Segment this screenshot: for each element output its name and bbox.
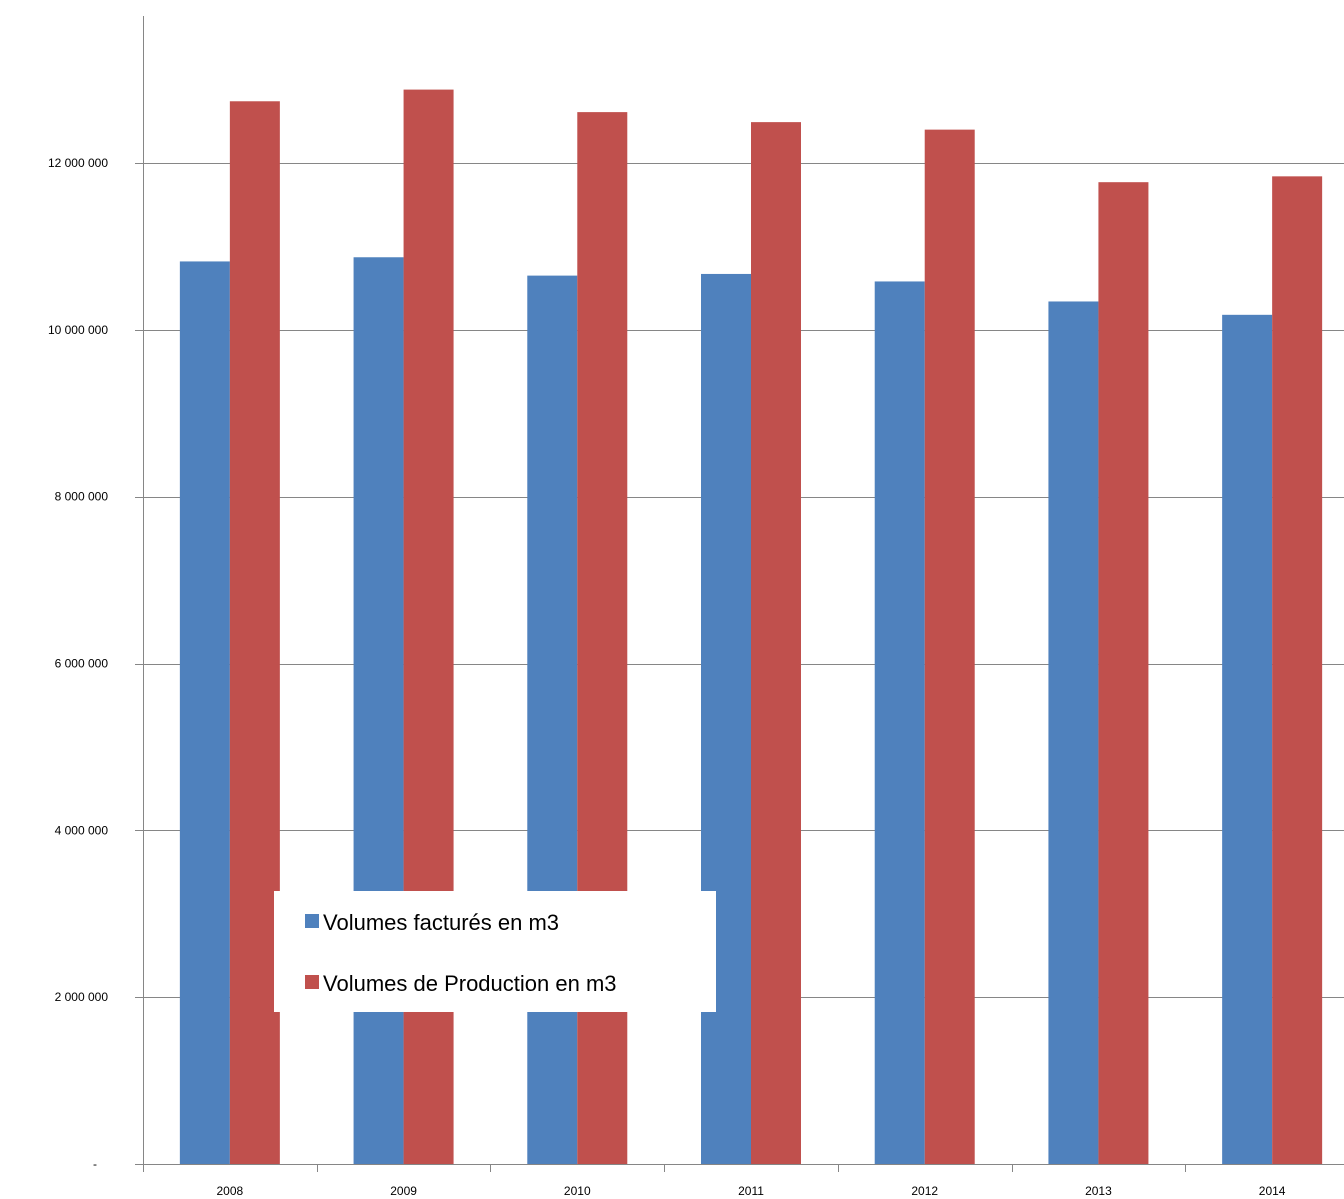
x-tick-label-2009: 2009 — [390, 1184, 417, 1198]
x-tick-label-2008: 2008 — [217, 1184, 244, 1198]
x-tick-label-2012: 2012 — [911, 1184, 938, 1198]
y-tick-label-1: 2 000 000 — [55, 990, 109, 1004]
x-tick-labels: 2008 2009 2010 2011 2012 2013 2014 — [217, 1184, 1286, 1198]
y-tick-label-0: - — [93, 1157, 97, 1171]
x-tick-label-2013: 2013 — [1085, 1184, 1112, 1198]
legend: Volumes facturés en m3 Volumes de Produc… — [274, 891, 716, 1012]
axes — [135, 16, 1344, 1172]
bar-facture-2010 — [527, 275, 578, 1164]
bar-facture-2014 — [1222, 314, 1273, 1164]
bar-production-2008 — [229, 101, 280, 1164]
legend-swatch-facture — [305, 914, 319, 928]
bar-production-2011 — [751, 122, 801, 1164]
bar-facture-2012 — [874, 281, 925, 1164]
legend-swatch-production — [305, 975, 319, 989]
y-tick-label-4: 8 000 000 — [55, 490, 109, 504]
bar-facture-2009 — [353, 257, 404, 1164]
y-tick-label-6: 12 000 000 — [48, 156, 108, 170]
legend-box — [274, 891, 716, 1012]
legend-label-production: Volumes de Production en m3 — [323, 971, 617, 996]
bar-production-2014 — [1272, 176, 1323, 1164]
bar-production-2012 — [924, 129, 975, 1165]
x-tick-label-2010: 2010 — [564, 1184, 591, 1198]
y-tick-label-5: 10 000 000 — [48, 323, 108, 337]
bar-facture-2013 — [1048, 301, 1099, 1164]
y-tick-labels: - 2 000 000 4 000 000 6 000 000 8 000 000 10 … — [48, 156, 108, 1171]
x-tick-label-2014: 2014 — [1259, 1184, 1286, 1198]
bar-facture-2008 — [179, 261, 230, 1165]
bar-production-2013 — [1098, 182, 1149, 1164]
y-tick-label-3: 6 000 000 — [55, 657, 109, 671]
legend-label-facture: Volumes facturés en m3 — [323, 910, 559, 935]
bar-facture-2011 — [701, 273, 751, 1164]
y-tick-label-2: 4 000 000 — [55, 823, 109, 837]
x-tick-label-2011: 2011 — [738, 1184, 764, 1198]
